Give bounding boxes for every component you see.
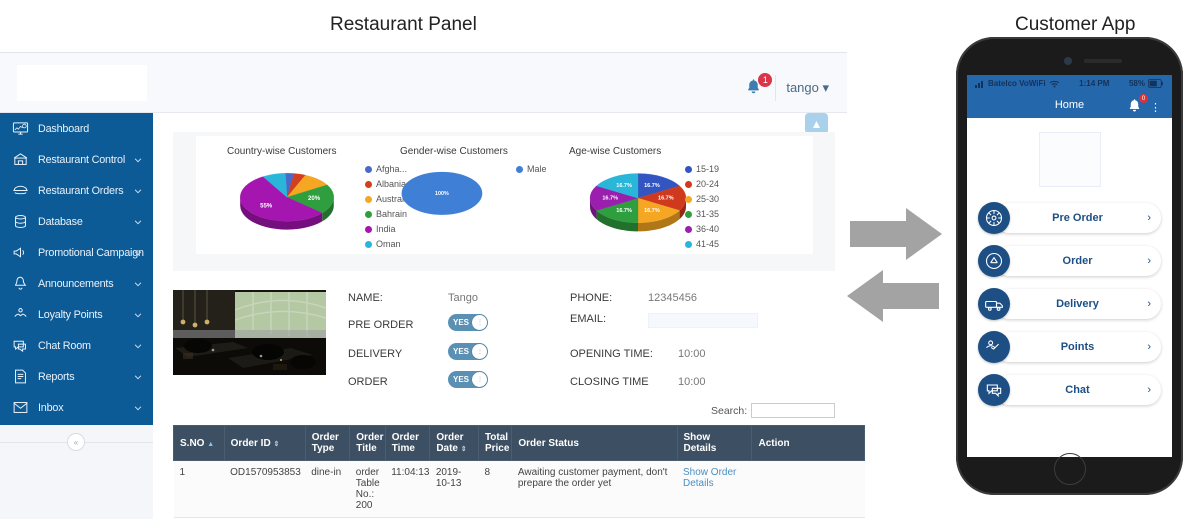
svg-text:55%: 55% xyxy=(260,204,273,210)
svg-text:16.7%: 16.7% xyxy=(644,208,660,214)
svg-text:100%: 100% xyxy=(435,191,449,197)
svg-text:16.7%: 16.7% xyxy=(616,208,632,214)
svg-text:16.7%: 16.7% xyxy=(644,183,660,189)
svg-text:16.7%: 16.7% xyxy=(616,183,632,189)
svg-text:20%: 20% xyxy=(308,196,321,202)
svg-text:16.7%: 16.7% xyxy=(602,196,618,202)
svg-text:16.7%: 16.7% xyxy=(658,196,674,202)
